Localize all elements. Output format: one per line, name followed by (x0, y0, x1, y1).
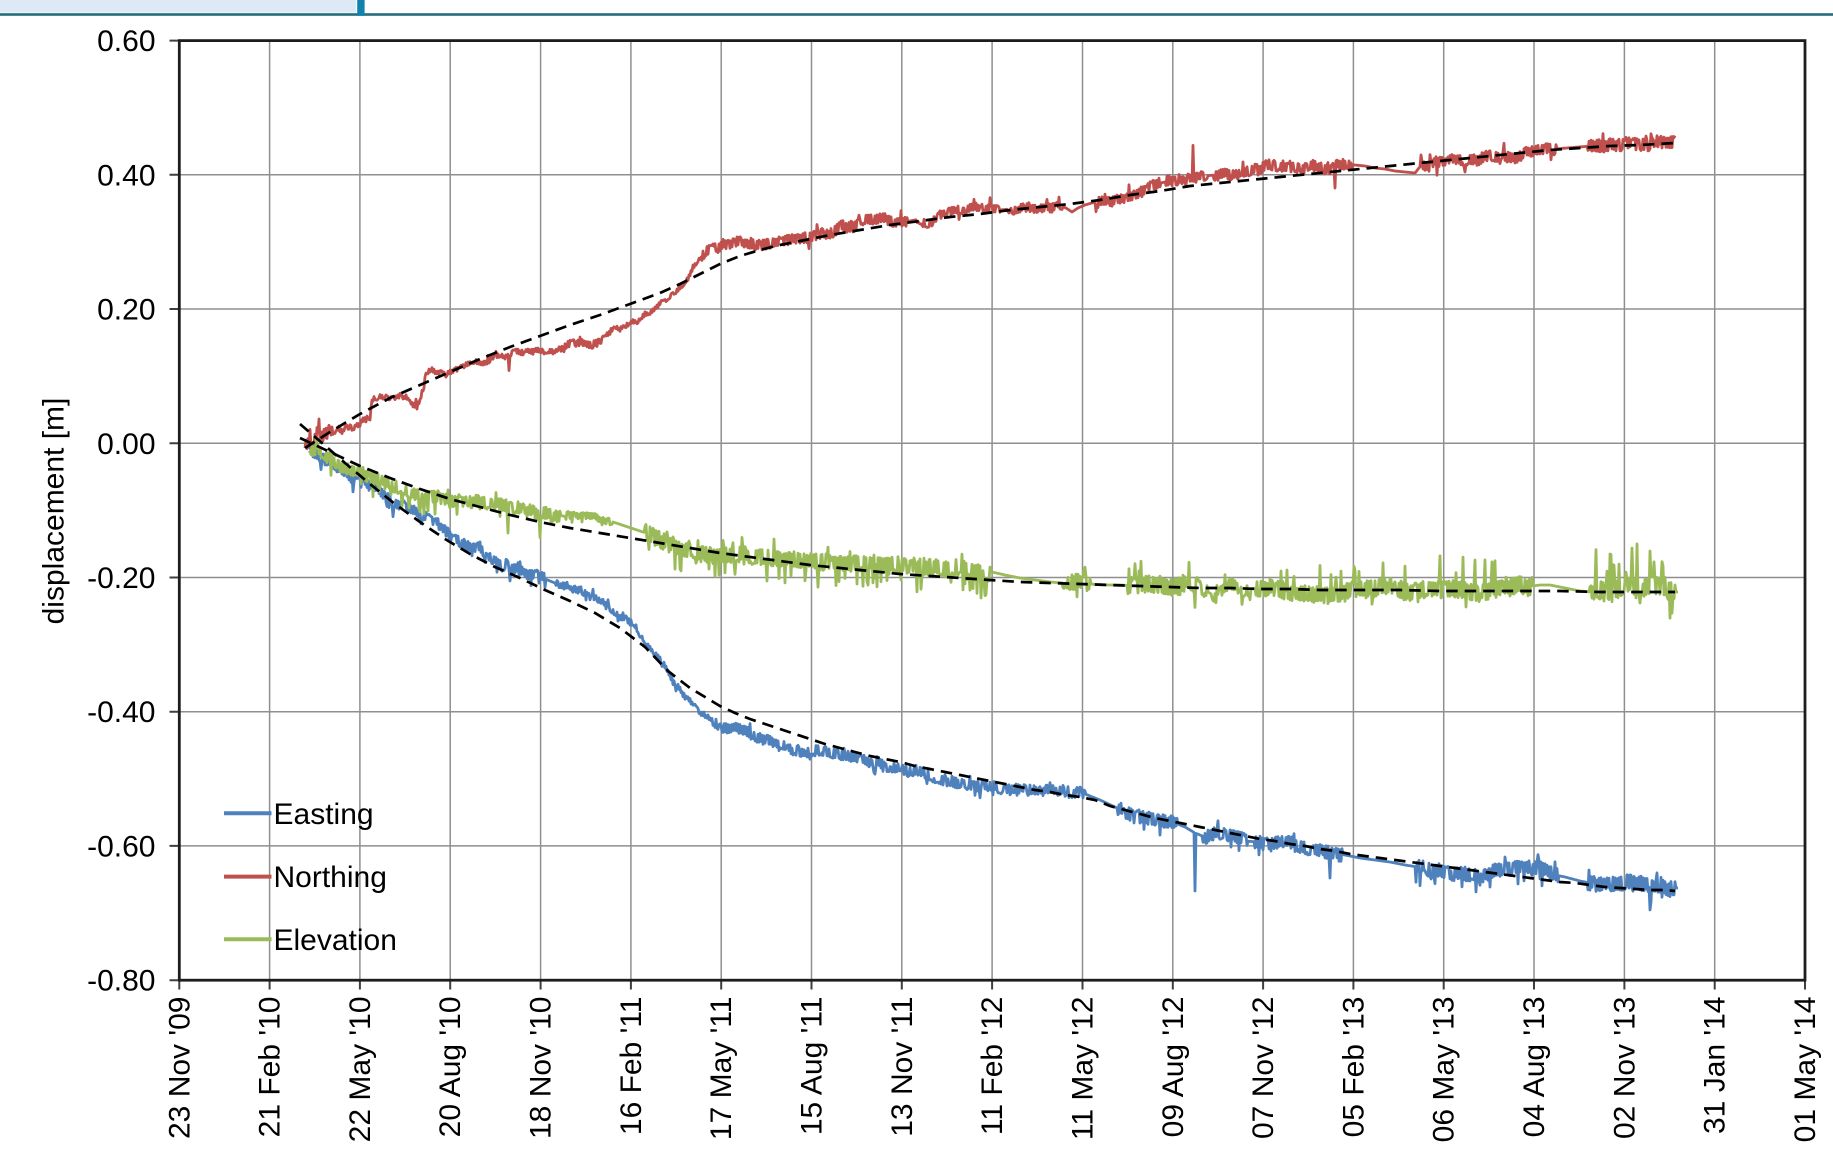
svg-text:15 Aug '11: 15 Aug '11 (796, 997, 829, 1136)
svg-text:23 Nov '09: 23 Nov '09 (163, 997, 196, 1140)
svg-text:20 Aug '10: 20 Aug '10 (434, 997, 467, 1138)
svg-text:09 Aug '12: 09 Aug '12 (1157, 997, 1190, 1138)
svg-text:05 Feb '13: 05 Feb '13 (1337, 997, 1370, 1138)
svg-text:02 Nov '13: 02 Nov '13 (1608, 997, 1641, 1140)
svg-text:Northing: Northing (274, 861, 387, 894)
svg-text:0.00: 0.00 (97, 428, 155, 461)
svg-text:11 Feb '12: 11 Feb '12 (976, 997, 1009, 1136)
svg-text:Elevation: Elevation (274, 924, 397, 957)
svg-text:0.60: 0.60 (97, 25, 155, 58)
svg-text:-0.40: -0.40 (87, 696, 155, 729)
svg-text:-0.60: -0.60 (87, 830, 155, 863)
svg-text:01 May '14: 01 May '14 (1789, 997, 1822, 1143)
svg-text:07 Nov '12: 07 Nov '12 (1247, 997, 1280, 1140)
svg-text:0.40: 0.40 (97, 159, 155, 192)
svg-text:13 Nov '11: 13 Nov '11 (886, 997, 919, 1137)
svg-text:Easting: Easting (274, 798, 374, 831)
svg-text:17 May '11: 17 May '11 (705, 997, 738, 1141)
svg-text:06 May '13: 06 May '13 (1428, 997, 1461, 1143)
svg-text:0.20: 0.20 (97, 294, 155, 327)
svg-text:-0.20: -0.20 (87, 562, 155, 595)
svg-text:16 Feb '11: 16 Feb '11 (615, 997, 648, 1136)
svg-text:displacement [m]: displacement [m] (38, 398, 71, 625)
svg-text:04 Aug '13: 04 Aug '13 (1518, 997, 1551, 1138)
svg-text:-0.80: -0.80 (87, 965, 155, 998)
svg-text:22 May '10: 22 May '10 (344, 997, 377, 1143)
svg-text:21 Feb '10: 21 Feb '10 (254, 997, 287, 1138)
svg-text:18 Nov '10: 18 Nov '10 (525, 997, 558, 1140)
svg-text:31 Jan '14: 31 Jan '14 (1699, 997, 1732, 1135)
svg-text:11 May '12: 11 May '12 (1067, 997, 1100, 1141)
